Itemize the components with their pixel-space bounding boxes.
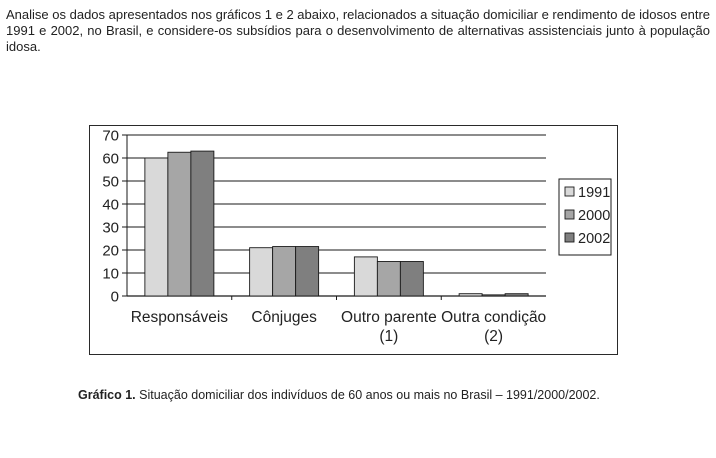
- bar-1991: [458, 293, 483, 297]
- caption-label: Gráfico 1.: [78, 388, 136, 402]
- legend-swatch-2000: [564, 209, 575, 220]
- y-tick-label: 0: [111, 289, 119, 306]
- legend-label: 1991: [578, 185, 610, 201]
- bar-1991: [353, 256, 378, 297]
- y-tick-label: 40: [102, 197, 119, 214]
- category-label: Cônjuges: [251, 309, 317, 326]
- bar-2000: [272, 246, 297, 297]
- category-label: Responsáveis: [131, 309, 229, 326]
- bar-2000: [167, 151, 192, 297]
- category-label: (2): [484, 328, 503, 345]
- bar-2000: [376, 261, 401, 297]
- y-tick-label: 10: [102, 266, 119, 283]
- y-tick-label: 60: [102, 151, 119, 168]
- bar-2000: [481, 294, 506, 297]
- category-label: Outro parente: [341, 309, 437, 326]
- bar-1991: [249, 247, 274, 297]
- bar-chart: 0 10 20 30 40 50 60 70 Responsáveis Cônjuges Outr…: [102, 128, 612, 345]
- category-label: (1): [379, 328, 398, 345]
- chart-frame: 0 10 20 30 40 50 60 70 Responsáveis Cônjuges Outr…: [89, 125, 618, 355]
- y-tick-label: 30: [102, 220, 119, 237]
- chart-caption: Gráfico 1. Situação domiciliar dos indiv…: [78, 387, 600, 403]
- y-tick-label: 50: [102, 174, 119, 191]
- bar-2002: [190, 150, 215, 297]
- category-labels: Responsáveis Cônjuges Outro parente (1) Outr…: [131, 309, 546, 345]
- legend-swatch-1991: [564, 186, 575, 197]
- bars: [144, 150, 529, 297]
- y-tick-label: 20: [102, 243, 119, 260]
- caption-text: Situação domiciliar dos indivíduos de 60…: [135, 388, 600, 402]
- bar-2002: [295, 246, 320, 297]
- legend-swatch-2002: [564, 232, 575, 243]
- legend: 1991 2000 2002: [558, 178, 612, 256]
- y-tick-label: 70: [102, 128, 119, 145]
- bar-1991: [144, 157, 169, 297]
- bar-2002: [504, 293, 529, 297]
- bar-2002: [399, 261, 424, 297]
- legend-label: 2002: [578, 231, 610, 247]
- legend-label: 2000: [578, 208, 610, 224]
- intro-text: Analise os dados apresentados nos gráfic…: [6, 7, 710, 54]
- category-label: Outra condição: [441, 309, 546, 326]
- y-tick-labels: 0 10 20 30 40 50 60 70: [102, 128, 119, 306]
